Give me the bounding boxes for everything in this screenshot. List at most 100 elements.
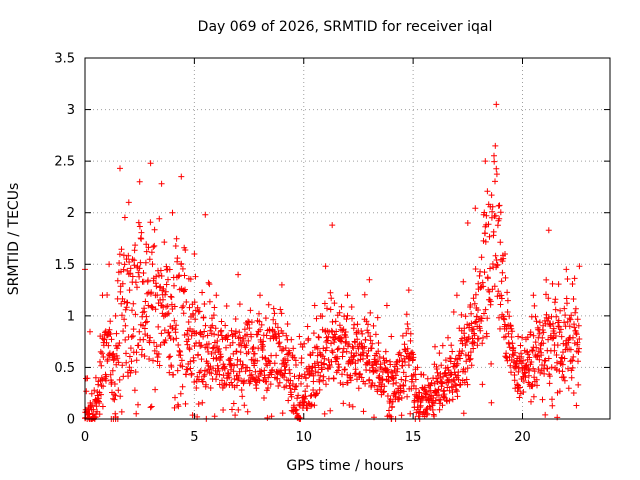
- data-point: [394, 365, 401, 372]
- data-point: [503, 354, 510, 361]
- data-point: [132, 369, 139, 375]
- data-point: [463, 358, 470, 365]
- data-point: [468, 320, 475, 327]
- data-point: [270, 305, 277, 312]
- data-point: [440, 373, 447, 380]
- data-point: [543, 276, 550, 283]
- data-point: [259, 354, 266, 361]
- data-point: [465, 334, 472, 340]
- data-point: [302, 393, 309, 400]
- data-point: [311, 302, 318, 309]
- data-point: [374, 388, 381, 395]
- data-point: [455, 369, 462, 375]
- data-point: [131, 247, 138, 254]
- data-point: [206, 281, 213, 288]
- data-point: [251, 362, 258, 369]
- data-point: [478, 315, 485, 322]
- data-point: [461, 325, 468, 332]
- data-point: [567, 316, 574, 323]
- data-point: [185, 336, 192, 343]
- data-point: [367, 309, 374, 316]
- data-point: [457, 355, 464, 362]
- data-point: [132, 311, 139, 318]
- data-point: [138, 235, 145, 242]
- data-point: [470, 339, 476, 346]
- data-point: [420, 393, 427, 400]
- data-point: [252, 368, 259, 375]
- data-point: [468, 310, 475, 317]
- data-point: [489, 286, 496, 293]
- data-point: [225, 332, 232, 339]
- data-point: [494, 261, 501, 268]
- data-point: [463, 376, 470, 383]
- data-point: [462, 368, 469, 375]
- data-point: [392, 372, 399, 379]
- data-point: [147, 219, 154, 226]
- data-point: [496, 202, 503, 209]
- data-point: [346, 402, 353, 408]
- data-point: [536, 356, 543, 363]
- data-point: [232, 412, 239, 419]
- data-point: [339, 349, 346, 356]
- data-point: [486, 233, 493, 240]
- data-point: [271, 310, 278, 317]
- data-point: [290, 345, 297, 352]
- data-point: [480, 283, 487, 290]
- data-point: [472, 266, 479, 272]
- data-point: [333, 328, 340, 335]
- data-point: [218, 318, 225, 325]
- data-point: [332, 333, 339, 340]
- data-point: [205, 279, 212, 286]
- data-point: [482, 238, 489, 245]
- data-point: [163, 281, 170, 288]
- data-point: [569, 364, 576, 371]
- data-point: [210, 344, 217, 351]
- data-point: [361, 343, 368, 350]
- data-point: [465, 352, 472, 359]
- data-point: [327, 306, 334, 313]
- data-point: [536, 319, 543, 326]
- data-point: [487, 265, 493, 272]
- data-point: [130, 326, 137, 333]
- data-point: [116, 376, 123, 383]
- data-point: [327, 407, 334, 414]
- data-point: [313, 315, 320, 322]
- data-point: [407, 330, 414, 337]
- data-point: [293, 383, 300, 389]
- data-point: [518, 353, 525, 360]
- data-point: [488, 192, 495, 199]
- data-point: [110, 356, 117, 363]
- data-point: [192, 316, 199, 323]
- data-point: [248, 333, 255, 340]
- data-point: [529, 348, 536, 354]
- data-point: [157, 267, 164, 274]
- data-point: [243, 342, 250, 349]
- data-point: [258, 368, 265, 375]
- data-point: [171, 317, 178, 324]
- data-point: [268, 413, 275, 420]
- data-point: [135, 219, 142, 226]
- data-point: [548, 364, 555, 371]
- data-point: [241, 402, 248, 409]
- data-point: [231, 376, 238, 382]
- data-point: [528, 359, 535, 365]
- data-point: [550, 320, 556, 327]
- data-point: [256, 318, 263, 325]
- data-point: [118, 246, 125, 253]
- data-point: [315, 362, 322, 369]
- data-point: [173, 235, 180, 242]
- data-point: [117, 165, 123, 172]
- data-point: [197, 368, 204, 374]
- data-point: [472, 291, 479, 298]
- data-point: [180, 310, 187, 317]
- data-point: [111, 391, 118, 398]
- data-point: [263, 378, 270, 385]
- data-point: [362, 380, 369, 387]
- data-point: [335, 361, 342, 368]
- data-point: [154, 354, 161, 361]
- data-point: [235, 271, 242, 278]
- data-point: [464, 365, 471, 372]
- data-point: [526, 354, 533, 361]
- data-point: [291, 373, 298, 380]
